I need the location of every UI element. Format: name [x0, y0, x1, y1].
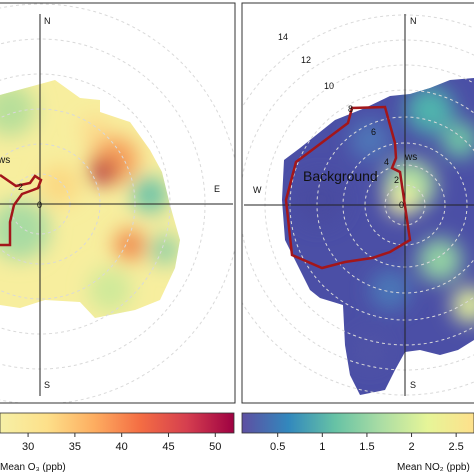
- compass-east: E: [214, 184, 220, 194]
- no2-ring-label: 4: [384, 157, 389, 167]
- compass-north: N: [44, 16, 51, 26]
- grid-ring: [0, 3, 235, 403]
- colorbar-tick-label: 0.5: [270, 441, 285, 453]
- no2-ring-label: 6: [371, 127, 376, 137]
- ozone-ws-label: ws: [0, 155, 10, 166]
- colorbar-tick-label: 45: [162, 441, 174, 453]
- ozone-blob: [0, 84, 36, 136]
- colorbar-tick-label: 2.5: [449, 441, 464, 453]
- ozone-colorbar-ticks: 30 35 40 45 50: [22, 433, 221, 453]
- no2-ring-label: 8: [348, 104, 353, 114]
- no2-ring-label: 2: [394, 175, 399, 185]
- no2-ring-label: 0: [399, 200, 404, 210]
- ozone-heatmap: [0, 80, 180, 318]
- panel-no2: Background ws 0 2 4 6 8 10 12 14 N W S: [241, 2, 474, 404]
- compass-north: N: [410, 16, 417, 26]
- ozone-blob: [88, 268, 132, 312]
- no2-blob: [452, 287, 474, 323]
- ozone-hotspot: [114, 229, 146, 261]
- no2-background-sector: [284, 105, 412, 270]
- no2-blob: [442, 122, 474, 158]
- ozone-background-sector: [0, 173, 43, 247]
- compass-south: S: [410, 380, 416, 390]
- compass-south: S: [44, 380, 50, 390]
- ozone-ring-label: 2: [18, 182, 23, 192]
- no2-hotspot: [386, 184, 418, 216]
- no2-panel-frame: [241, 2, 474, 404]
- ozone-blob: [132, 177, 168, 213]
- no2-ring-label: 12: [301, 55, 311, 65]
- ozone-colorbar-label: Mean O₃ (ppb): [0, 462, 66, 473]
- no2-ring-label: 14: [278, 32, 288, 42]
- no2-heatmap: [282, 78, 474, 395]
- panel-ozone: ws 2 0 N E S: [0, 2, 236, 404]
- no2-colorbar-label: Mean NO₂ (ppb): [397, 462, 470, 473]
- ozone-blob: [81, 116, 109, 144]
- no2-blob: [370, 270, 410, 310]
- colorbar-tick-label: 2: [408, 441, 414, 453]
- no2-colorbar-ticks: 0.5 1 1.5 2 2.5: [270, 433, 464, 453]
- no2-ring-label: 10: [324, 81, 334, 91]
- no2-ws-label: ws: [404, 152, 417, 163]
- no2-blob: [350, 120, 390, 160]
- ozone-panel-frame: [0, 2, 236, 404]
- ozone-hotspot: [90, 159, 116, 185]
- ozone-colorbar: 30 35 40 45 50 Mean O₃ (ppb): [0, 412, 235, 473]
- colorbar-tick-label: 1.5: [359, 441, 374, 453]
- ozone-blob: [40, 165, 80, 205]
- ozone-blob: [150, 235, 180, 265]
- colorbar-tick-label: 35: [69, 441, 81, 453]
- no2-blob: [406, 86, 454, 134]
- colorbar-tick-label: 30: [22, 441, 34, 453]
- no2-blob: [294, 174, 346, 226]
- ozone-heatmap-base: [0, 80, 180, 318]
- compass-west: W: [253, 185, 262, 195]
- no2-colorbar: 0.5 1 1.5 2 2.5 Mean NO₂ (ppb): [241, 412, 474, 473]
- colorbar-tick-label: 40: [116, 441, 128, 453]
- background-annotation: Background: [303, 168, 378, 184]
- ozone-ring-label: 0: [37, 200, 42, 210]
- colorbar-tick-label: 1: [319, 441, 325, 453]
- no2-colorbar-ramp: [241, 412, 474, 434]
- colorbar-tick-label: 50: [209, 441, 221, 453]
- no2-blob: [352, 332, 388, 368]
- no2-blob: [418, 238, 462, 282]
- ozone-colorbar-ramp: [0, 412, 235, 434]
